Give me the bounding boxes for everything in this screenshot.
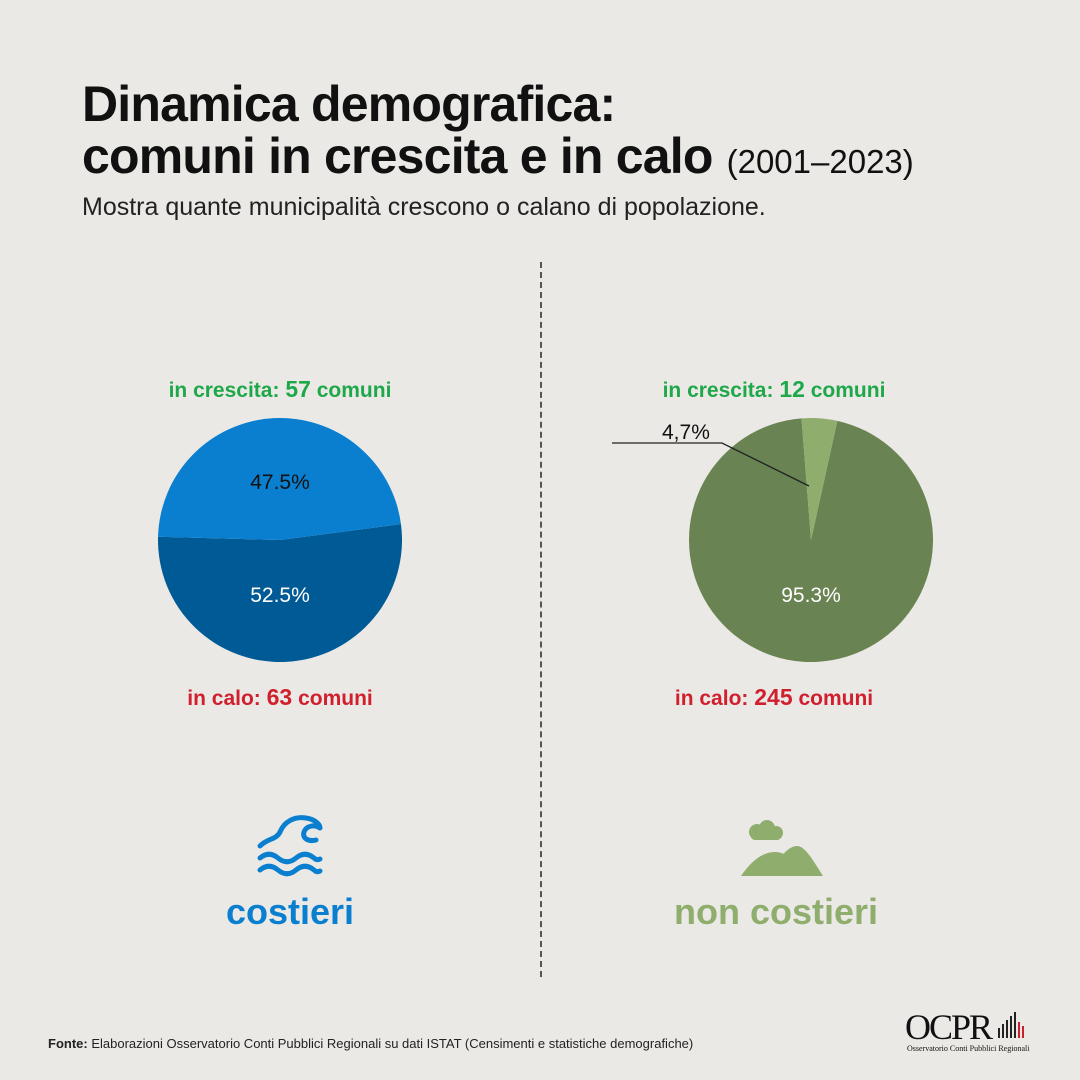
ocpr-logo: OCPR Osservatorio Conti Pubblici Regiona…: [905, 1006, 1035, 1058]
inland-decline-label: in calo: 245 comuni: [574, 684, 974, 711]
inland-growth-pct-label: 4,7%: [662, 421, 710, 444]
inland-growth-count: 12: [779, 376, 805, 402]
wave-icon: [257, 815, 323, 877]
footer-text: Elaborazioni Osservatorio Conti Pubblici…: [91, 1036, 694, 1051]
coastal-decline-label: in calo: 63 comuni: [80, 684, 480, 711]
coastal-decline-suffix: comuni: [298, 687, 373, 710]
title-years: (2001–2023): [726, 143, 914, 180]
coastal-growth-label: in crescita: 57 comuni: [80, 376, 480, 403]
logo-subtitle: Osservatorio Conti Pubblici Regionali: [907, 1044, 1030, 1053]
inland-decline-prefix: in calo:: [674, 687, 749, 710]
footer-label: Fonte:: [48, 1036, 88, 1051]
hills-icon: [741, 820, 823, 876]
subtitle: Mostra quante municipalità crescono o ca…: [82, 193, 766, 221]
inland-decline-count: 245: [754, 684, 793, 710]
inland-pie-slice-decline: [689, 418, 933, 662]
inland-decline-suffix: comuni: [798, 687, 874, 710]
coastal-category-label: costieri: [225, 891, 355, 932]
source-footer: Fonte: Elaborazioni Osservatorio Conti P…: [48, 1036, 693, 1051]
inland-growth-suffix: comuni: [810, 379, 886, 402]
inland-growth-prefix: in crescita:: [662, 379, 774, 402]
coastal-growth-count: 57: [285, 376, 311, 402]
title-line-1: Dinamica demografica:: [82, 76, 616, 132]
coastal-decline-count: 63: [266, 684, 293, 710]
coastal-decline-pct-label: 52.5%: [250, 584, 310, 607]
coastal-pie-chart: 47.5% 52.5%: [157, 418, 402, 663]
inland-growth-leader-line: [612, 442, 810, 487]
coastal-pie-slice-growth: [158, 418, 401, 540]
coastal-growth-suffix: comuni: [316, 379, 392, 402]
page-title: Dinamica demografica: comuni in crescita…: [82, 78, 914, 188]
column-divider: [540, 262, 542, 977]
coastal-pie-slice-decline: [157, 524, 402, 663]
coastal-growth-prefix: in crescita:: [168, 379, 280, 402]
coastal-decline-prefix: in calo:: [187, 687, 261, 710]
inland-growth-label: in crescita: 12 comuni: [574, 376, 974, 403]
inland-pie-slice-growth: [801, 418, 838, 540]
inland-decline-pct-label: 95.3%: [781, 584, 841, 607]
inland-pie-chart: 4,7% 95.3%: [612, 418, 933, 662]
logo-bars-icon: [998, 1012, 1024, 1038]
title-line-2: comuni in crescita e in calo: [82, 128, 713, 184]
inland-category-label: non costieri: [673, 891, 879, 932]
coastal-growth-pct-label: 47.5%: [250, 471, 310, 494]
logo-text: OCPR: [905, 1007, 993, 1047]
